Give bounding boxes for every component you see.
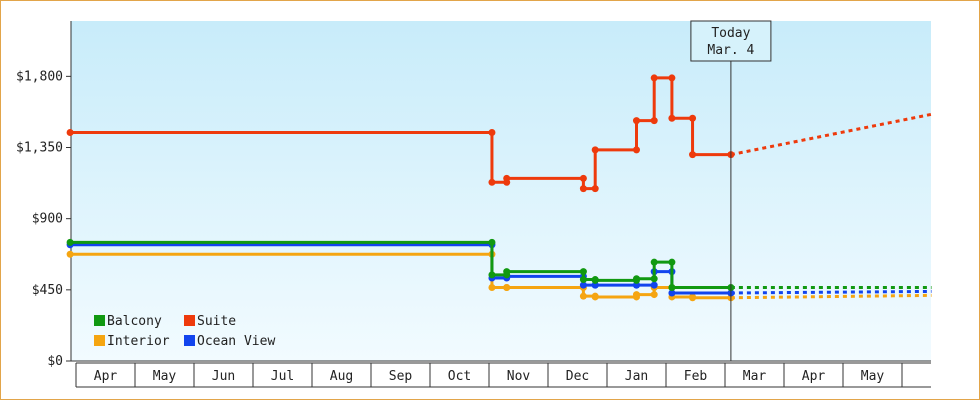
- legend-label: Balcony: [107, 314, 162, 329]
- forecast-line: [730, 293, 932, 300]
- data-point: [66, 238, 74, 246]
- data-point: [579, 292, 587, 300]
- y-tick-label: $1,800: [16, 69, 63, 84]
- data-point: [689, 151, 697, 159]
- data-point: [488, 271, 496, 279]
- data-point: [591, 293, 599, 301]
- data-point: [488, 238, 496, 246]
- month-label: Jun: [212, 369, 235, 384]
- legend-swatch: [184, 315, 195, 326]
- month-label: Dec: [566, 369, 589, 384]
- data-point: [633, 291, 640, 299]
- data-point: [650, 117, 658, 125]
- data-point: [579, 268, 587, 276]
- legend: Balcony Suite Interior Ocean View: [94, 314, 275, 349]
- data-point: [488, 128, 496, 136]
- data-point: [668, 283, 676, 291]
- data-point: [650, 281, 658, 289]
- month-label: Sep: [389, 369, 413, 384]
- plot-area: [71, 21, 931, 361]
- legend-label: Suite: [197, 314, 236, 329]
- data-point: [668, 114, 676, 122]
- forecast-line: [730, 112, 932, 157]
- y-tick-label: $900: [32, 212, 63, 227]
- data-point: [650, 258, 658, 266]
- month-label: May: [153, 369, 177, 384]
- legend-item-suite: Suite: [184, 314, 236, 329]
- month-label: Nov: [507, 369, 531, 384]
- data-point: [668, 258, 676, 266]
- month-label: Apr: [94, 369, 118, 384]
- today-date: Mar. 4: [707, 43, 754, 58]
- month-label: Jul: [271, 369, 294, 384]
- month-label: Oct: [448, 369, 471, 384]
- data-point: [579, 276, 587, 284]
- series-layer: [66, 74, 932, 302]
- data-point: [591, 276, 599, 284]
- data-point: [633, 146, 640, 154]
- month-label: May: [861, 369, 885, 384]
- series-balcony: [66, 238, 932, 291]
- legend-item-ocean-view: Ocean View: [184, 334, 275, 349]
- data-point: [650, 275, 658, 283]
- data-point: [633, 117, 640, 125]
- data-point: [650, 74, 658, 82]
- data-point: [591, 146, 599, 154]
- data-point: [579, 174, 587, 182]
- data-point: [579, 281, 587, 289]
- forecast-line: [730, 289, 932, 295]
- legend-swatch: [184, 335, 195, 346]
- month-label: Aug: [330, 369, 353, 384]
- data-point: [689, 114, 697, 122]
- data-point: [668, 74, 676, 82]
- month-label: Feb: [684, 369, 708, 384]
- data-point: [488, 178, 496, 186]
- y-tick-label: $1,350: [16, 141, 63, 156]
- x-axis: Apr May Jun Jul Aug Sep Oct Nov Dec Jan Feb Mar Apr M…: [71, 360, 931, 388]
- data-point: [668, 289, 676, 297]
- data-point: [650, 291, 658, 299]
- legend-swatch: [94, 335, 105, 346]
- series-interior: [66, 250, 932, 302]
- data-point: [689, 294, 697, 302]
- today-label: Today: [711, 26, 750, 41]
- data-point: [503, 283, 511, 291]
- data-point: [633, 275, 640, 283]
- month-label: Apr: [802, 369, 826, 384]
- data-point: [503, 268, 511, 276]
- data-point: [66, 128, 74, 136]
- legend-label: Ocean View: [197, 334, 275, 349]
- month-label: Mar: [743, 369, 767, 384]
- data-point: [591, 185, 599, 193]
- series-suite: [66, 74, 932, 193]
- y-tick-label: $450: [32, 283, 63, 298]
- month-label: Jan: [625, 369, 648, 384]
- y-tick-label: $0: [47, 354, 63, 369]
- data-point: [579, 185, 587, 193]
- data-point: [488, 283, 496, 291]
- today-marker: Today Mar. 4: [690, 20, 772, 361]
- legend-label: Interior: [107, 334, 170, 349]
- y-axis: $0 $450 $900 $1,350 $1,800: [16, 21, 72, 369]
- data-point: [503, 174, 511, 182]
- legend-item-interior: Interior: [94, 334, 170, 349]
- legend-swatch: [94, 315, 105, 326]
- today-box: [690, 20, 772, 62]
- legend-item-balcony: Balcony: [94, 314, 162, 329]
- data-point: [66, 250, 74, 258]
